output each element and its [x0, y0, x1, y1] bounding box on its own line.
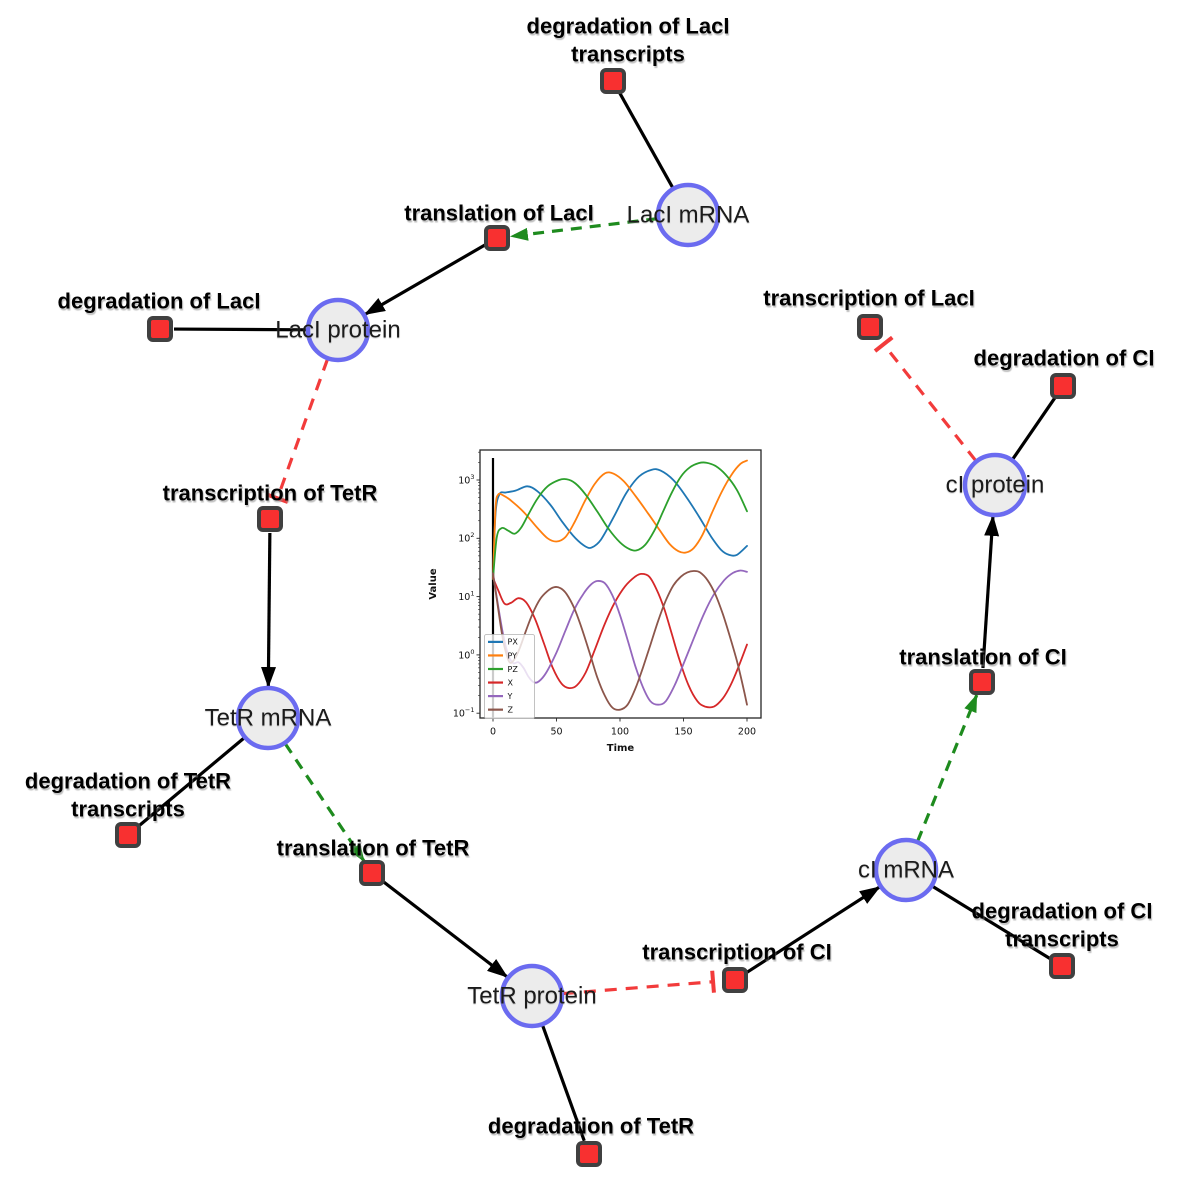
y-axis-tick-label: 103 [458, 473, 474, 487]
species-label-laci_mrna: LacI mRNA [627, 202, 750, 229]
edge-production-transc_tetr-tetr_mrna [261, 532, 277, 689]
reaction-label-deg_ci_tx: degradation of CI [972, 899, 1153, 924]
reaction-node-deg_tetr[interactable] [576, 1141, 602, 1167]
y-axis-tick-label: 101 [458, 590, 474, 604]
legend-label-PY: PY [508, 651, 518, 660]
edge-inhibition-tetr_protein-transc_ci [562, 980, 714, 996]
reaction-node-transl_ci[interactable] [969, 669, 995, 695]
reaction-label-transl_ci: translation of CI [899, 645, 1066, 670]
reaction-node-transl_tetr[interactable] [359, 860, 385, 886]
y-axis-tick-label: 10−1 [453, 706, 475, 720]
plot-series-PZ [492, 461, 748, 580]
reaction-label-deg_tetr_tx: transcripts [71, 797, 185, 822]
species-node-ci_mrna[interactable] [873, 837, 939, 903]
edge-consumption-laci_mrna-deg_laci_tx [618, 92, 675, 189]
edge-modifier-laci_mrna-transl_laci [509, 217, 658, 241]
edge-consumption-tetr_protein-deg_tetr [541, 1024, 586, 1142]
reaction-label-transc_ci: transcription of CI [642, 940, 831, 965]
species-node-laci_mrna[interactable] [655, 182, 721, 248]
x-axis-tick-label: 0 [490, 727, 496, 738]
plot-series-X [492, 572, 748, 709]
species-label-tetr_protein: TetR protein [467, 983, 596, 1010]
species-label-ci_protein: cI protein [946, 472, 1045, 499]
legend-label-PZ: PZ [508, 665, 519, 674]
species-label-ci_mrna: cI mRNA [858, 857, 954, 884]
species-node-laci_protein[interactable] [305, 297, 371, 363]
species-nodes-layer [235, 182, 1028, 1029]
edge-inhibition-laci_protein-transc_tetr [275, 358, 330, 499]
plot-legend: PX PY PZ XYZ [484, 634, 535, 719]
plot-frame [479, 449, 762, 719]
inhibition-tbar-icon [873, 335, 894, 353]
species-label-tetr_mrna: TetR mRNA [205, 705, 332, 732]
reaction-node-transl_laci[interactable] [484, 225, 510, 251]
legend-label-PX: PX [508, 638, 519, 647]
y-axis-title: Value [428, 568, 439, 599]
inhibition-tbar-icon [266, 492, 289, 504]
legend-label-X: X [508, 678, 514, 687]
edge-consumption-ci_protein-deg_ci [1011, 396, 1057, 461]
y-axis-tick-label: 102 [458, 531, 474, 545]
edge-consumption-ci_mrna-deg_ci_tx [931, 884, 1051, 961]
reaction-label-transc_laci: transcription of LacI [763, 286, 974, 311]
reaction-label-transl_laci: translation of LacI [404, 201, 593, 226]
reaction-node-transc_laci[interactable] [857, 314, 883, 340]
edge-modifier-tetr_mrna-transl_tetr [283, 742, 366, 863]
reaction-label-transc_tetr: transcription of TetR [163, 481, 378, 506]
species-node-ci_protein[interactable] [962, 452, 1028, 518]
reaction-label-deg_tetr: degradation of TetR [488, 1114, 694, 1139]
edge-consumption-tetr_mrna-deg_tetr_tx [137, 736, 246, 828]
reaction-node-deg_ci[interactable] [1050, 373, 1076, 399]
edge-production-transl_ci-ci_protein [981, 514, 1000, 669]
reaction-label-deg_laci_tx: degradation of LacI [527, 14, 730, 39]
edge-inhibition-ci_protein-transc_laci [882, 343, 978, 462]
reaction-node-deg_laci_tx[interactable] [600, 68, 626, 94]
reaction-label-deg_tetr_tx: degradation of TetR [25, 769, 231, 794]
reaction-node-transc_ci[interactable] [722, 967, 748, 993]
edges-layer [137, 92, 1057, 1142]
plot-series-PY [492, 459, 748, 580]
reaction-nodes-layer [115, 68, 1076, 1167]
reaction-label-deg_ci: degradation of CI [974, 346, 1155, 371]
reaction-node-transc_tetr[interactable] [257, 506, 283, 532]
inhibition-tbar-icon [710, 970, 716, 993]
labels-layer: LacI mRNA LacI protein TetR mRNA TetR prote… [25, 14, 1155, 1139]
reaction-node-deg_ci_tx[interactable] [1049, 953, 1075, 979]
x-axis-tick-label: 50 [550, 727, 562, 738]
reaction-label-transl_tetr: translation of TetR [277, 836, 470, 861]
y-axis-tick-label: 100 [458, 648, 474, 662]
plot-series-PX [492, 468, 748, 580]
legend-label-Y: Y [507, 692, 513, 701]
x-axis-tick-label: 100 [611, 727, 629, 738]
species-node-tetr_protein[interactable] [499, 963, 565, 1029]
reaction-label-deg_laci: degradation of LacI [58, 289, 261, 314]
x-axis-title: Time [607, 743, 635, 754]
x-axis-tick-label: 200 [738, 727, 756, 738]
reaction-label-deg_laci_tx: transcripts [571, 42, 685, 67]
reaction-node-deg_laci[interactable] [147, 316, 173, 342]
edge-production-transl_tetr-tetr_protein [382, 880, 509, 979]
edge-modifier-ci_mrna-transl_ci [916, 694, 979, 842]
edge-production-transc_ci-ci_mrna [745, 885, 881, 974]
reaction-node-deg_tetr_tx[interactable] [115, 822, 141, 848]
x-axis-tick-label: 150 [674, 727, 692, 738]
species-label-laci_protein: LacI protein [275, 317, 400, 344]
edge-production-transl_laci-laci_protein [363, 243, 486, 316]
reaction-label-deg_ci_tx: transcripts [1005, 927, 1119, 952]
edge-consumption-laci_protein-deg_laci [173, 327, 308, 332]
species-node-tetr_mrna[interactable] [235, 685, 301, 751]
legend-label-Z: Z [508, 705, 514, 714]
